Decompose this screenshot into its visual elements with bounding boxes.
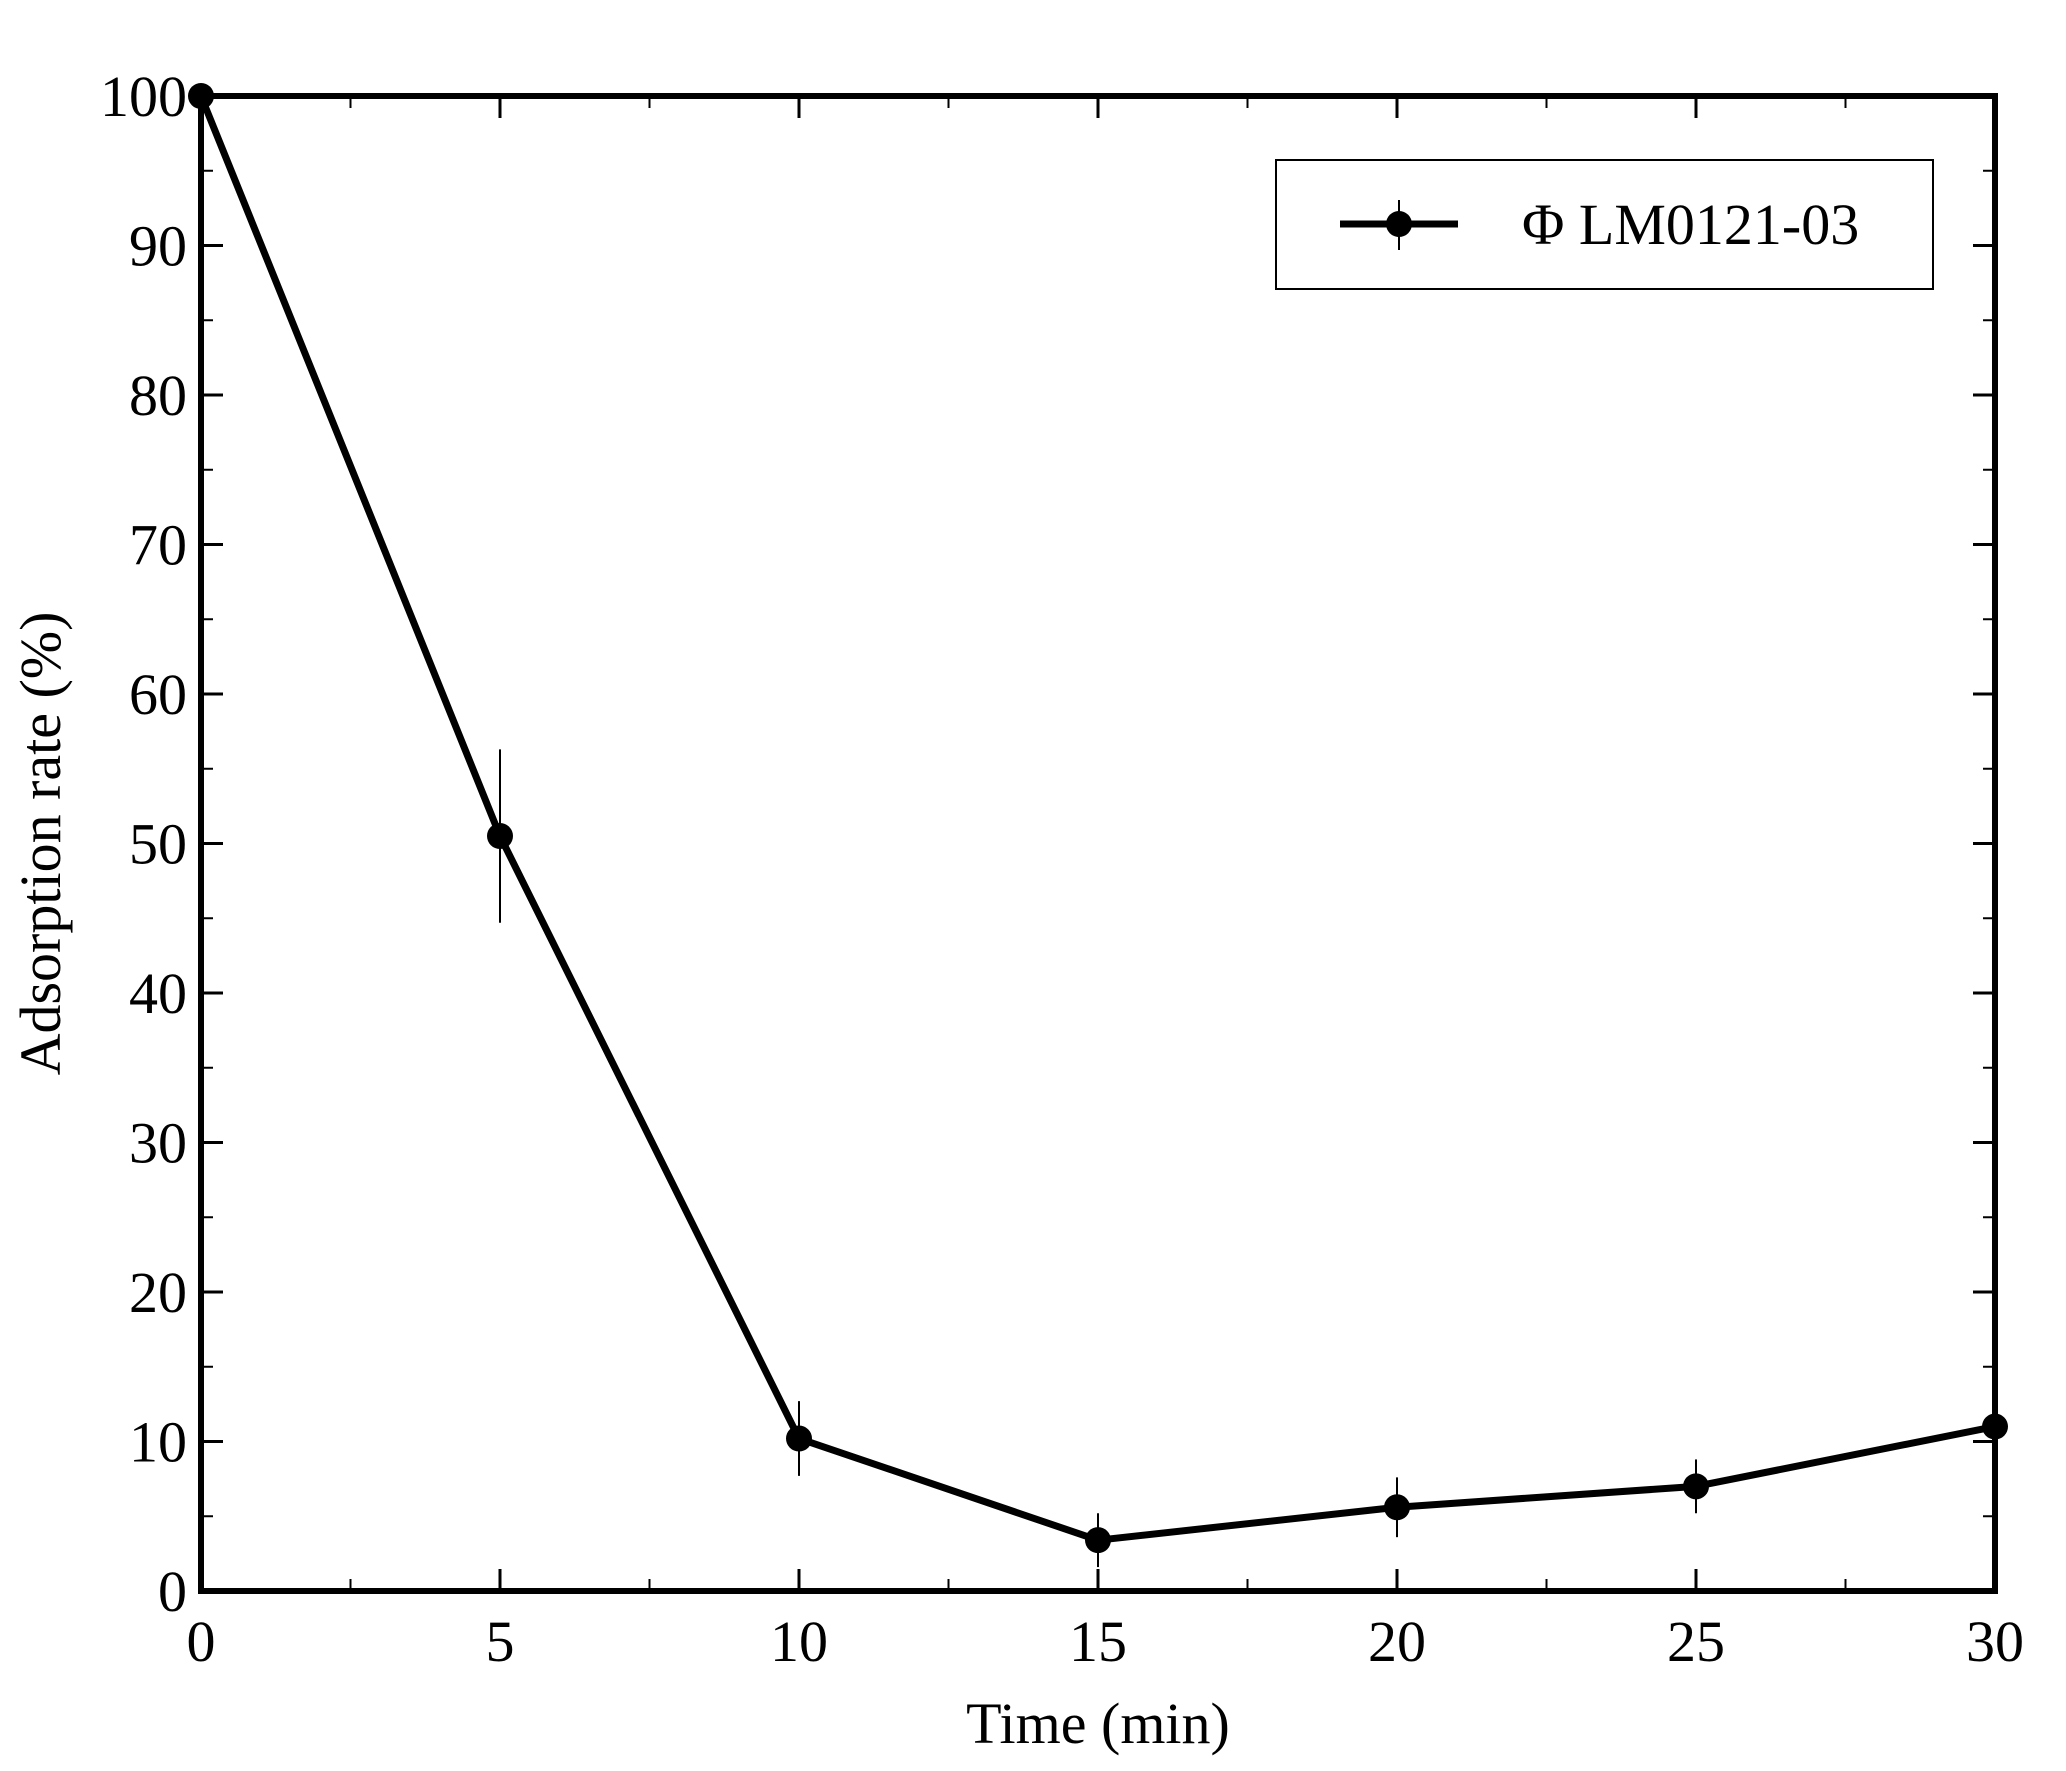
error-bars (499, 749, 1697, 1568)
data-point (786, 1425, 812, 1452)
plot-frame (198, 93, 1998, 1594)
data-point (1683, 1473, 1709, 1500)
y-tick-label: 70 (129, 513, 187, 578)
x-tick-label: 0 (187, 1609, 216, 1674)
data-point (1384, 1494, 1410, 1521)
data-point (487, 823, 513, 850)
x-tick-label: 30 (1966, 1609, 2024, 1674)
y-tick-label: 100 (100, 64, 187, 129)
y-tick-label: 20 (129, 1260, 187, 1325)
x-tick-label: 5 (486, 1609, 515, 1674)
minor-ticks (201, 96, 1995, 1591)
y-tick-label: 60 (129, 662, 187, 727)
x-tick-label: 10 (770, 1609, 828, 1674)
data-point (1085, 1527, 1111, 1554)
x-tick-label: 25 (1667, 1609, 1725, 1674)
y-tick-label: 90 (129, 214, 187, 279)
series-lines (197, 94, 1996, 1544)
major-ticks (199, 94, 1997, 1593)
series-points (188, 83, 2008, 1554)
legend-label: Φ LM0121-03 (1522, 192, 1859, 257)
y-tick-label: 10 (129, 1410, 187, 1475)
x-tick-label: 15 (1069, 1609, 1127, 1674)
x-tick-labels: 0 5 10 15 20 25 30 (187, 1609, 2025, 1674)
y-tick-label: 0 (158, 1559, 187, 1624)
legend: Φ LM0121-03 (1275, 159, 1934, 290)
legend-marker-sample (1386, 211, 1412, 237)
x-tick-label: 20 (1368, 1609, 1426, 1674)
y-tick-label: 80 (129, 363, 187, 428)
y-axis-title: Adsorption rate (%) (8, 612, 73, 1076)
x-axis-title: Time (min) (966, 1691, 1230, 1756)
y-tick-labels: 0 10 20 30 40 50 60 70 80 90 100 (100, 64, 187, 1624)
y-tick-label: 30 (129, 1111, 187, 1176)
series-line (197, 94, 1996, 1544)
y-tick-label: 50 (129, 812, 187, 877)
y-tick-label: 40 (129, 961, 187, 1026)
